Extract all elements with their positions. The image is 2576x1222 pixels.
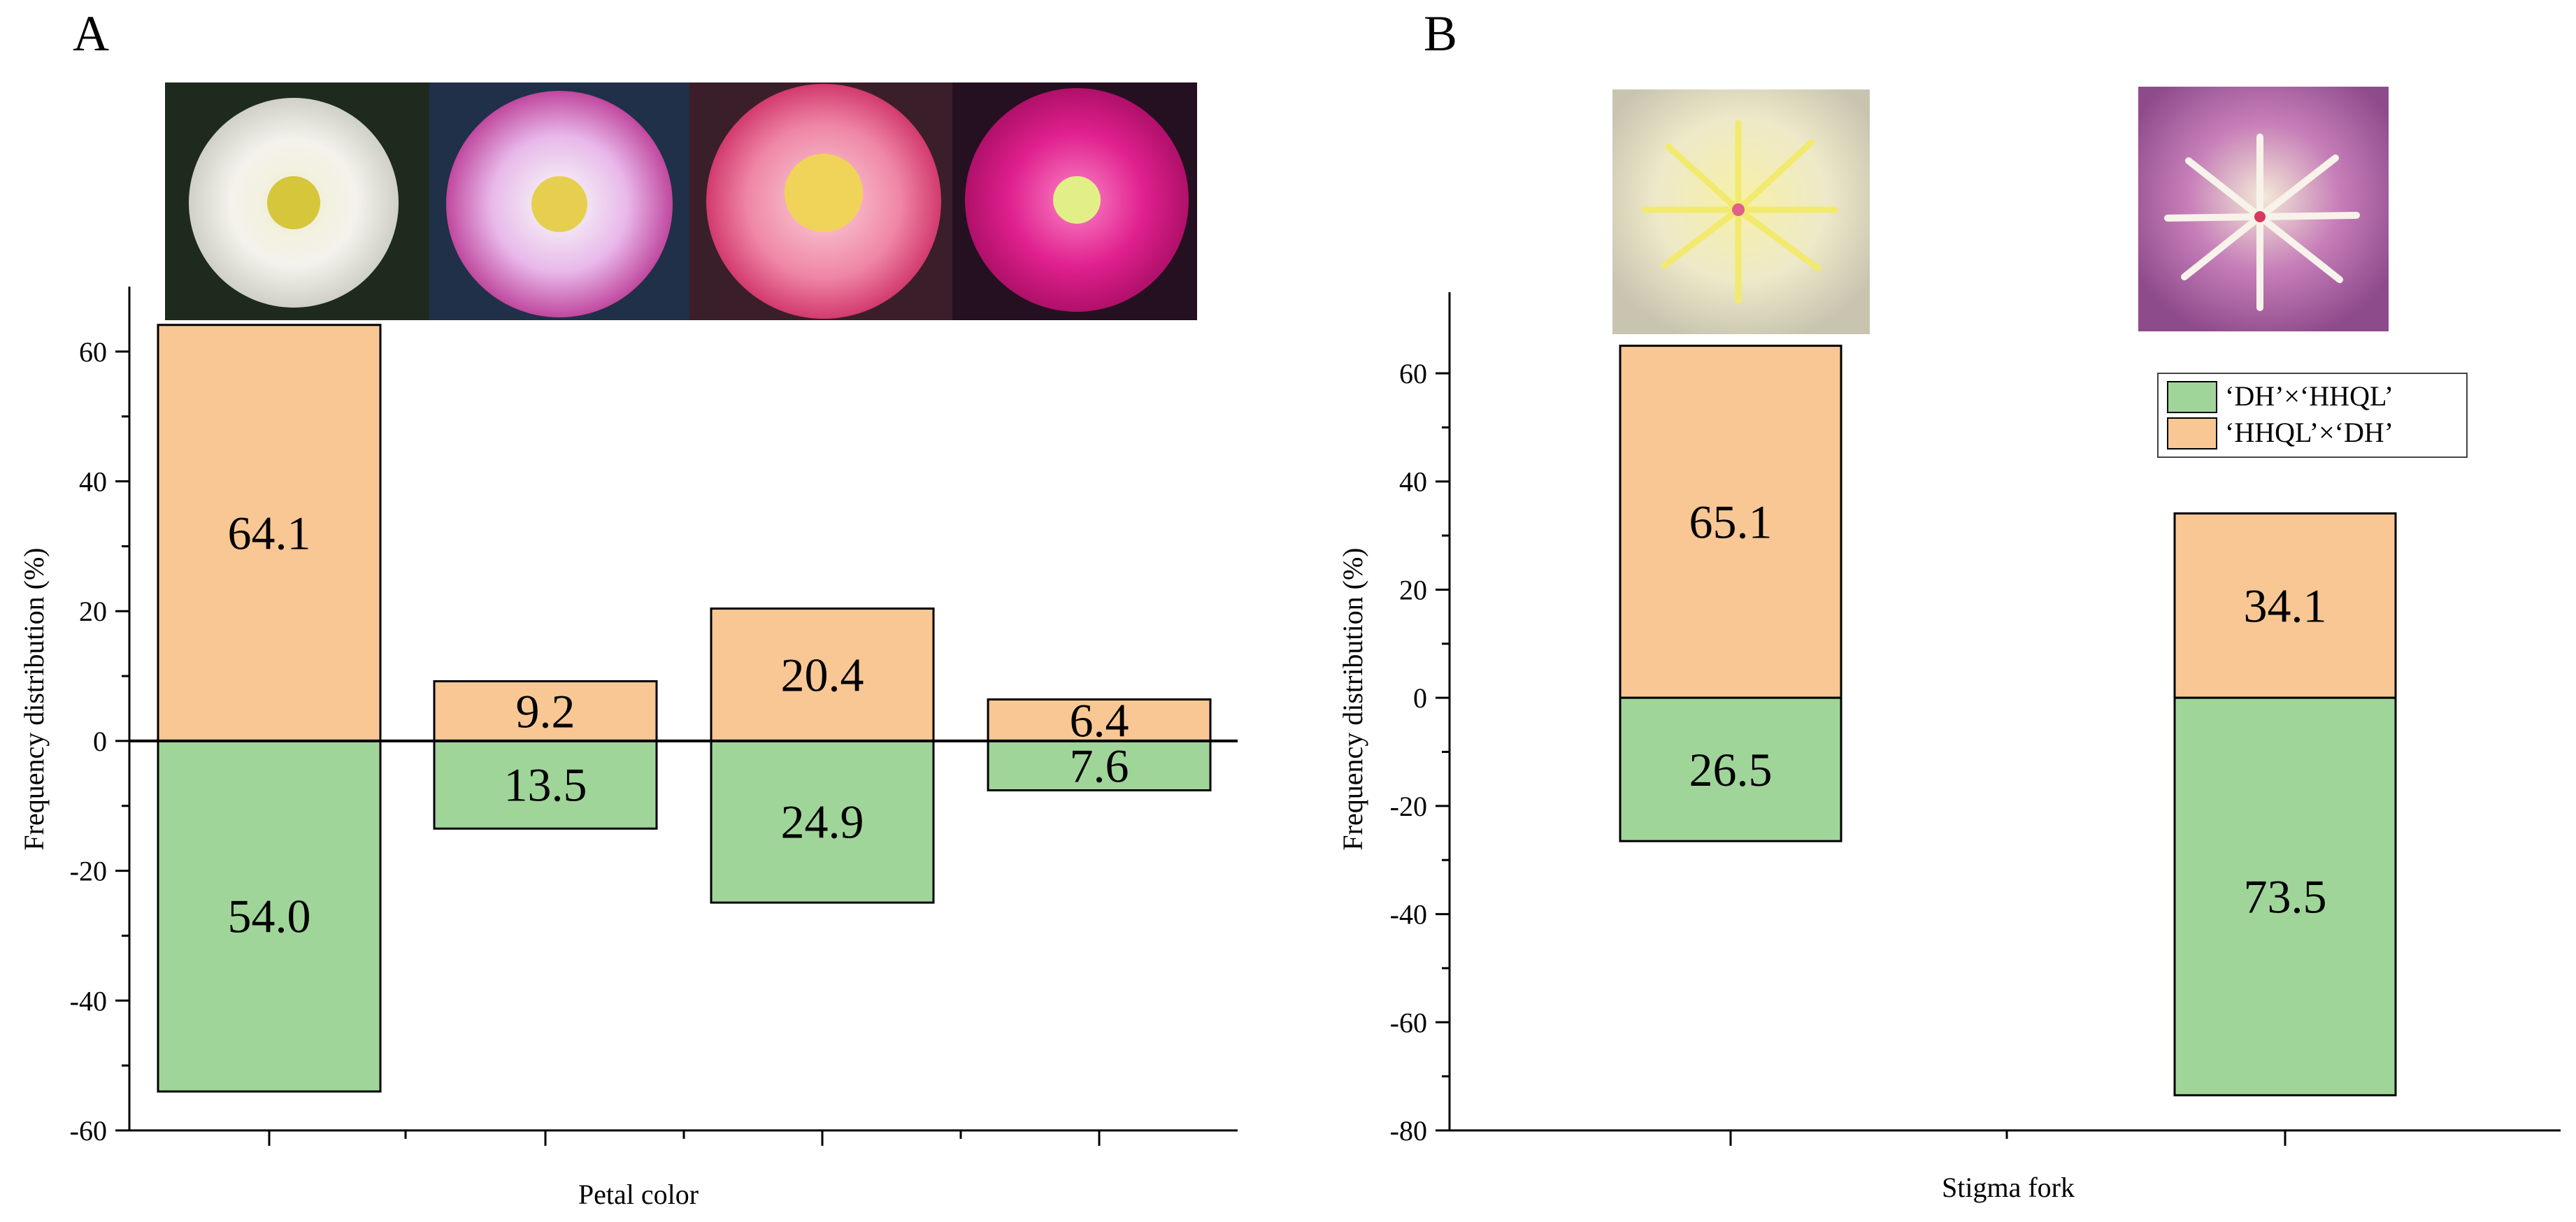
- legend-swatch-dh-x-hhql: [2167, 381, 2217, 413]
- chart-b-legend: ‘DH’×‘HHQL’ ‘HHQL’×‘DH’: [2157, 373, 2468, 458]
- chart-a-value-label-dh_x_hhql-4: 7.6: [1070, 739, 1129, 792]
- chart-a-y-tick-label: -60: [70, 1115, 107, 1146]
- chart-a-bar-dh_x_hhql-4: [987, 740, 1212, 791]
- white-flower-photo: [165, 82, 429, 320]
- chart-b-x-axis-label: Stigma fork: [1942, 1172, 2075, 1203]
- chart-b: 65.1 34.1 26.5 73.5 -80 -60 -40 -20 0 20 40 60 Sti…: [1337, 292, 2561, 1203]
- legend-swatch-hhql-x-dh: [2167, 417, 2217, 450]
- chart-a-y-tick-label: -20: [70, 856, 107, 887]
- chart-a-value-label-hhql_x_dh-4: 6.4: [1070, 693, 1129, 747]
- chart-b-y-tick-label: -80: [1390, 1115, 1427, 1146]
- pale-pink-flower-photo: [429, 82, 689, 320]
- chart-a-value-label-hhql_x_dh-2: 9.2: [516, 684, 575, 738]
- magenta-flower-photo: [952, 82, 1197, 320]
- chart-b-y-tick-label: 40: [1399, 466, 1427, 498]
- chart-a-bar-dh_x_hhql-1: [157, 740, 382, 1093]
- chart-a-axes: [128, 287, 1238, 1146]
- chart-b-y-tick-label: 20: [1399, 574, 1427, 605]
- chart-b-bar-hhql_x_dh-1: [1619, 345, 1842, 699]
- chart-b-y-tick-label: 0: [1413, 682, 1427, 714]
- chart-b-y-tick-label: -40: [1390, 899, 1427, 930]
- panel-label-a: A: [73, 6, 109, 62]
- legend-label-dh-x-hhql: ‘DH’×‘HHQL’: [2225, 380, 2393, 412]
- chart-a-y-ticks: -60 -40 -20 0 20 40 60: [70, 336, 129, 1146]
- chart-b-y-tick-label: -60: [1390, 1007, 1427, 1038]
- chart-a-value-label-hhql_x_dh-1: 64.1: [228, 506, 311, 559]
- stigma-photos-b: [1612, 87, 2389, 334]
- chart-b-bars: [1619, 345, 2397, 1097]
- chart-a-x-axis-label: Petal color: [578, 1179, 699, 1210]
- chart-b-y-ticks: -80 -60 -40 -20 0 20 40 60: [1390, 358, 1450, 1146]
- white-stigma-photo: [2138, 87, 2389, 331]
- chart-a-value-label-dh_x_hhql-2: 13.5: [504, 759, 587, 812]
- flower-photos-a: [165, 82, 1197, 320]
- chart-b-axes: [1448, 292, 2561, 1146]
- chart-b-bar-hhql_x_dh-2: [2173, 512, 2397, 699]
- pink-flower-photo: [689, 82, 952, 320]
- yellow-stigma-photo: [1612, 89, 1870, 334]
- chart-a-bar-dh_x_hhql-3: [710, 740, 935, 904]
- chart-a-bar-hhql_x_dh-3: [710, 608, 935, 742]
- chart-a-value-label-hhql_x_dh-3: 20.4: [781, 648, 864, 701]
- panel-label-b: B: [1424, 6, 1457, 62]
- chart-b-value-label-dh_x_hhql-2: 73.5: [2244, 870, 2327, 923]
- chart-a-y-tick-label: 40: [79, 466, 107, 498]
- chart-a-bar-hhql_x_dh-2: [433, 680, 658, 742]
- chart-b-value-label-dh_x_hhql-1: 26.5: [1689, 743, 1773, 796]
- chart-b-value-labels: 65.1 34.1 26.5 73.5: [1689, 495, 2327, 923]
- chart-a-bars: [157, 324, 1212, 1093]
- chart-a-bar-hhql_x_dh-4: [987, 698, 1212, 742]
- chart-b-bar-dh_x_hhql-2: [2173, 696, 2397, 1097]
- chart-a-value-label-dh_x_hhql-3: 24.9: [781, 796, 864, 849]
- chart-a-y-tick-label: 0: [93, 726, 107, 757]
- chart-b-y-tick-label: 60: [1399, 358, 1427, 389]
- chart-a: 64.1 9.2 20.4 6.4 54.0 13.5 24.9 7.6 -60 -40 -20 0…: [18, 287, 1238, 1210]
- chart-a-y-tick-label: -40: [70, 985, 107, 1016]
- legend-label-hhql-x-dh: ‘HHQL’×‘DH’: [2225, 417, 2393, 448]
- chart-a-value-label-dh_x_hhql-1: 54.0: [228, 890, 311, 943]
- chart-b-y-tick-label: -20: [1390, 791, 1427, 822]
- chart-b-bar-dh_x_hhql-1: [1619, 696, 1842, 842]
- chart-b-value-label-hhql_x_dh-2: 34.1: [2244, 579, 2327, 632]
- chart-b-value-label-hhql_x_dh-1: 65.1: [1689, 495, 1773, 548]
- chart-a-y-axis-label: Frequency distribution (%): [18, 547, 50, 850]
- chart-a-value-labels: 64.1 9.2 20.4 6.4 54.0 13.5 24.9 7.6: [228, 506, 1129, 942]
- chart-a-y-tick-label: 60: [79, 336, 107, 368]
- chart-a-y-tick-label: 20: [79, 596, 107, 627]
- chart-a-bar-hhql_x_dh-1: [157, 324, 382, 742]
- chart-b-y-axis-label: Frequency distribution (%): [1337, 547, 1368, 850]
